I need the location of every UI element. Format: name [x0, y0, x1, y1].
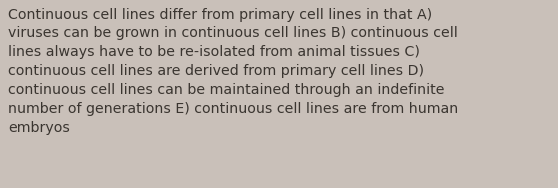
Text: Continuous cell lines differ from primary cell lines in that A)
viruses can be g: Continuous cell lines differ from primar… — [8, 8, 459, 135]
